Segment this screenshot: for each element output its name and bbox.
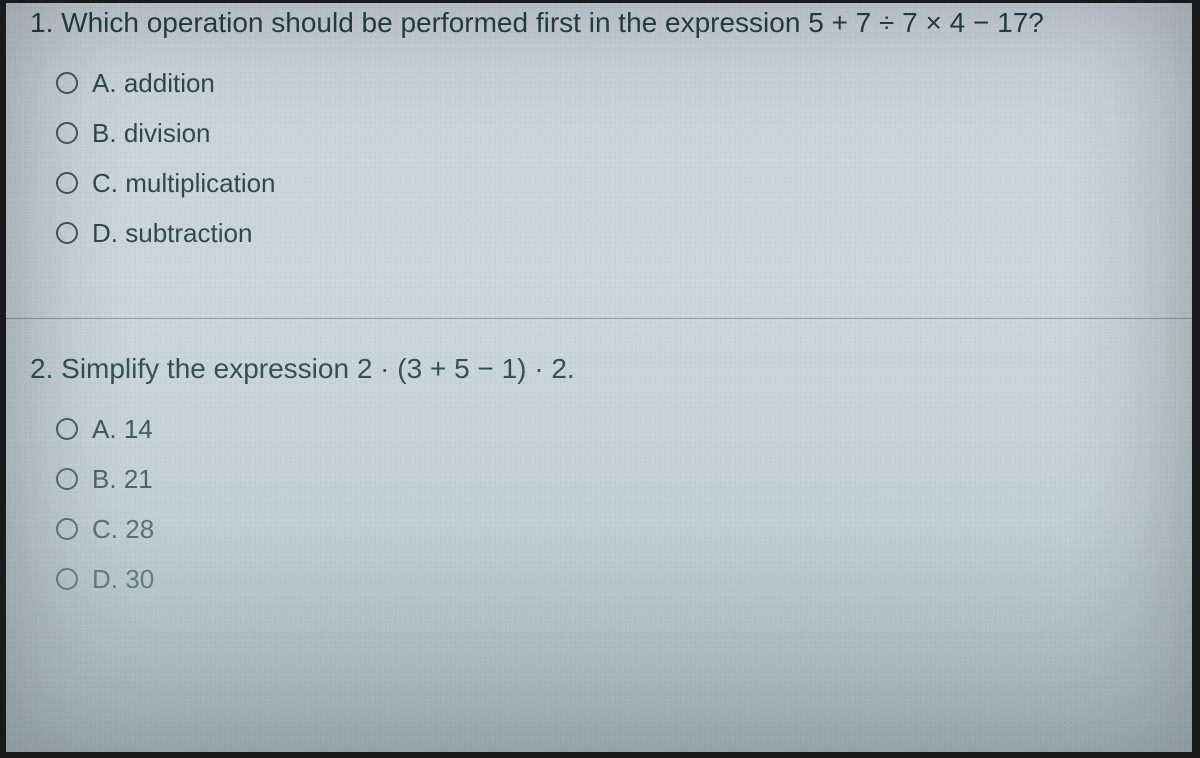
question-2-text: Simplify the expression 2 · (3 + 5 − 1) … bbox=[61, 353, 575, 384]
option-2d[interactable]: D. 30 bbox=[56, 566, 1168, 592]
option-letter: D. bbox=[92, 564, 118, 594]
option-1b-label: B. division bbox=[92, 120, 211, 146]
option-text: 14 bbox=[124, 414, 153, 444]
option-text: multiplication bbox=[125, 168, 275, 198]
option-2b[interactable]: B. 21 bbox=[56, 466, 1168, 492]
radio-icon[interactable] bbox=[56, 468, 78, 490]
radio-icon[interactable] bbox=[56, 72, 78, 94]
option-letter: C. bbox=[92, 514, 118, 544]
option-text: 21 bbox=[124, 464, 153, 494]
question-2-options: A. 14 B. 21 C. 28 bbox=[30, 416, 1168, 592]
option-2a-label: A. 14 bbox=[92, 416, 153, 442]
question-2-number: 2. bbox=[30, 353, 53, 384]
option-letter: A. bbox=[92, 414, 117, 444]
option-letter: B. bbox=[92, 464, 117, 494]
option-text: subtraction bbox=[125, 218, 252, 248]
option-letter: A. bbox=[92, 68, 117, 98]
question-1-prompt: 1. Which operation should be performed f… bbox=[30, 5, 1168, 40]
option-1d[interactable]: D. subtraction bbox=[56, 220, 1168, 246]
question-2: 2. Simplify the expression 2 · (3 + 5 − … bbox=[6, 319, 1192, 640]
radio-icon[interactable] bbox=[56, 222, 78, 244]
option-1b[interactable]: B. division bbox=[56, 120, 1168, 146]
option-text: division bbox=[124, 118, 211, 148]
radio-icon[interactable] bbox=[56, 418, 78, 440]
question-2-prompt: 2. Simplify the expression 2 · (3 + 5 − … bbox=[30, 351, 1168, 386]
radio-icon[interactable] bbox=[56, 172, 78, 194]
question-1: 1. Which operation should be performed f… bbox=[6, 3, 1192, 319]
option-2d-label: D. 30 bbox=[92, 566, 154, 592]
option-1c[interactable]: C. multiplication bbox=[56, 170, 1168, 196]
option-1d-label: D. subtraction bbox=[92, 220, 252, 246]
option-letter: D. bbox=[92, 218, 118, 248]
radio-icon[interactable] bbox=[56, 122, 78, 144]
option-letter: B. bbox=[92, 118, 117, 148]
option-text: addition bbox=[124, 68, 215, 98]
option-letter: C. bbox=[92, 168, 118, 198]
question-1-number: 1. bbox=[30, 7, 53, 38]
option-1a[interactable]: A. addition bbox=[56, 70, 1168, 96]
option-text: 28 bbox=[125, 514, 154, 544]
radio-icon[interactable] bbox=[56, 568, 78, 590]
option-1c-label: C. multiplication bbox=[92, 170, 276, 196]
option-2b-label: B. 21 bbox=[92, 466, 153, 492]
option-2a[interactable]: A. 14 bbox=[56, 416, 1168, 442]
option-2c-label: C. 28 bbox=[92, 516, 154, 542]
question-1-options: A. addition B. division C. multiplicatio… bbox=[30, 70, 1168, 246]
option-1a-label: A. addition bbox=[92, 70, 215, 96]
question-1-text: Which operation should be performed firs… bbox=[61, 7, 1044, 38]
option-text: 30 bbox=[125, 564, 154, 594]
option-2c[interactable]: C. 28 bbox=[56, 516, 1168, 542]
radio-icon[interactable] bbox=[56, 518, 78, 540]
